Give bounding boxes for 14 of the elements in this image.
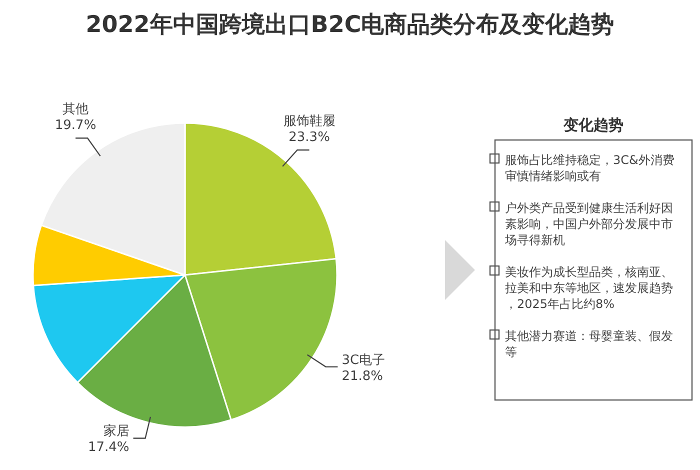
text: 户外类产品受到健康生活利好因素影响，中国户外部分发展中市场寻得新机 xyxy=(504,201,673,247)
slice-label: 其他 xyxy=(62,102,89,118)
data-label: 17.4% xyxy=(88,440,130,456)
text: 美妆作为成长型品类，核南亚、拉美和中东等地区，速发展趋势，2025年占比约8% xyxy=(505,265,673,311)
text: 服饰占比维持稳定，3C&外消费审慎情绪影响或有 xyxy=(505,153,674,183)
chart-title: 2022年中国跨境出口B2C电商品类分布及变化趋势 xyxy=(86,11,614,38)
slice-label: 3C电子 xyxy=(342,352,386,368)
data-label: 21.8% xyxy=(342,368,384,384)
slice-label: 服饰鞋履 xyxy=(283,114,336,130)
slice-label: 家居 xyxy=(103,423,130,440)
text: 其他潜力赛道：母婴童装、假发等 xyxy=(505,329,673,359)
text: 变化趋势 xyxy=(562,116,624,134)
data-label: 23.3% xyxy=(288,130,330,146)
data-label: 19.7% xyxy=(54,118,96,134)
